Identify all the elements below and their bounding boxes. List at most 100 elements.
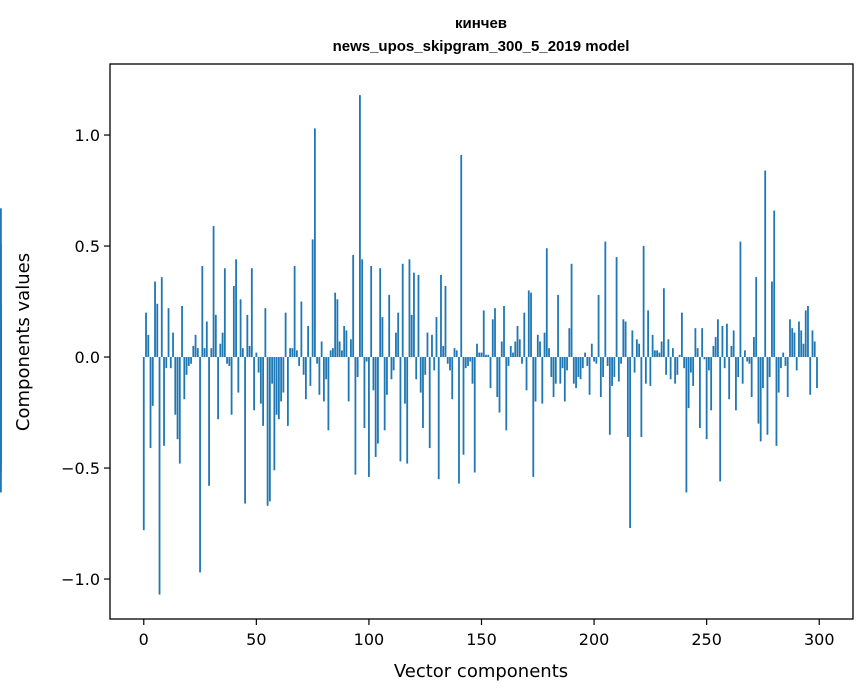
bar-54 (264, 308, 267, 358)
bar-218 (633, 357, 636, 373)
bar-262 (732, 330, 735, 358)
bar-255 (717, 319, 719, 358)
bar-9 (163, 357, 165, 446)
bar-19 (185, 357, 188, 375)
bar-265 (739, 241, 742, 358)
bar-undefined (0, 357, 2, 364)
bar-29 (208, 357, 210, 486)
bar-68 (295, 350, 298, 358)
bar-98 (363, 357, 366, 429)
bar-67 (293, 266, 296, 358)
bar-166 (516, 325, 519, 358)
bar-182 (552, 357, 555, 397)
bar-163 (509, 345, 512, 358)
bar-181 (550, 357, 553, 378)
bar-73 (307, 325, 310, 358)
bar-154 (489, 357, 492, 389)
bar-249 (703, 357, 706, 360)
bar-66 (291, 348, 294, 358)
bar-274 (759, 357, 762, 442)
bar-259 (726, 323, 728, 358)
bar-294 (804, 310, 807, 358)
bar-196 (584, 352, 586, 358)
bar-65 (289, 348, 292, 358)
bar-233 (667, 339, 670, 358)
bar-197 (586, 357, 589, 366)
bar-192 (575, 357, 577, 389)
bar-69 (298, 357, 301, 366)
bar-238 (678, 354, 681, 358)
bar-24 (196, 348, 199, 358)
bar-188 (566, 357, 568, 371)
bar-235 (671, 348, 674, 358)
bar-271 (753, 337, 755, 358)
bar-167 (518, 339, 521, 358)
x-tick-label: 100 (354, 630, 385, 649)
bar-291 (798, 321, 800, 358)
bar-269 (748, 357, 751, 364)
bar-256 (719, 357, 722, 482)
bar-222 (642, 246, 645, 358)
bar-49 (253, 357, 255, 411)
bar-17 (181, 305, 183, 358)
bar-260 (728, 357, 731, 400)
bar-156 (494, 308, 496, 358)
bar-145 (469, 357, 472, 362)
bar-103 (374, 357, 377, 457)
bar-95 (356, 357, 359, 378)
bar-204 (602, 357, 604, 378)
bar-100 (368, 357, 370, 477)
bar-4 (151, 357, 154, 406)
bar-277 (766, 357, 769, 435)
bar-108 (386, 357, 388, 395)
bar-85 (334, 292, 337, 358)
bar-101 (370, 266, 373, 358)
bar-47 (248, 345, 251, 358)
bar-253 (712, 345, 715, 358)
bar-224 (647, 310, 650, 358)
bar-191 (572, 357, 575, 384)
bar-32 (214, 314, 217, 358)
bar-56 (268, 357, 271, 502)
bar-250 (705, 357, 708, 440)
bar-287 (789, 319, 791, 358)
bar-200 (593, 357, 595, 362)
bar-251 (708, 357, 710, 371)
bar-119 (410, 314, 413, 358)
bar-199 (590, 343, 593, 358)
bar-undefined (0, 345, 2, 358)
bar-226 (651, 334, 654, 358)
bar-241 (685, 357, 688, 493)
bar-159 (500, 341, 503, 358)
bar-91 (347, 357, 350, 402)
bar-133 (442, 345, 445, 358)
bar-undefined (0, 243, 2, 358)
bar-282 (777, 357, 780, 393)
bar-245 (694, 328, 697, 358)
bar-118 (408, 259, 411, 358)
bar-208 (611, 357, 613, 386)
y-tick-label: 1.0 (75, 126, 100, 145)
bar-141 (460, 155, 463, 358)
bar-212 (620, 357, 622, 364)
bar-102 (372, 357, 375, 391)
bar-84 (332, 348, 334, 358)
bar-289 (793, 332, 796, 358)
bar-298 (813, 341, 816, 358)
bar-12 (169, 357, 172, 369)
bar-50 (255, 352, 258, 358)
bar-92 (350, 339, 352, 358)
bar-292 (800, 330, 803, 358)
bar-177 (541, 357, 544, 404)
x-tick-label: 200 (579, 630, 610, 649)
bar-undefined (0, 330, 2, 358)
bar-244 (692, 357, 695, 386)
y-tick-label: 0.0 (75, 348, 100, 367)
bar-41 (235, 259, 237, 358)
bar-263 (735, 357, 737, 411)
plot-frame (109, 63, 854, 620)
bar-82 (327, 357, 330, 431)
bar-86 (336, 299, 339, 358)
bar-216 (629, 357, 631, 528)
bar-147 (473, 357, 476, 473)
